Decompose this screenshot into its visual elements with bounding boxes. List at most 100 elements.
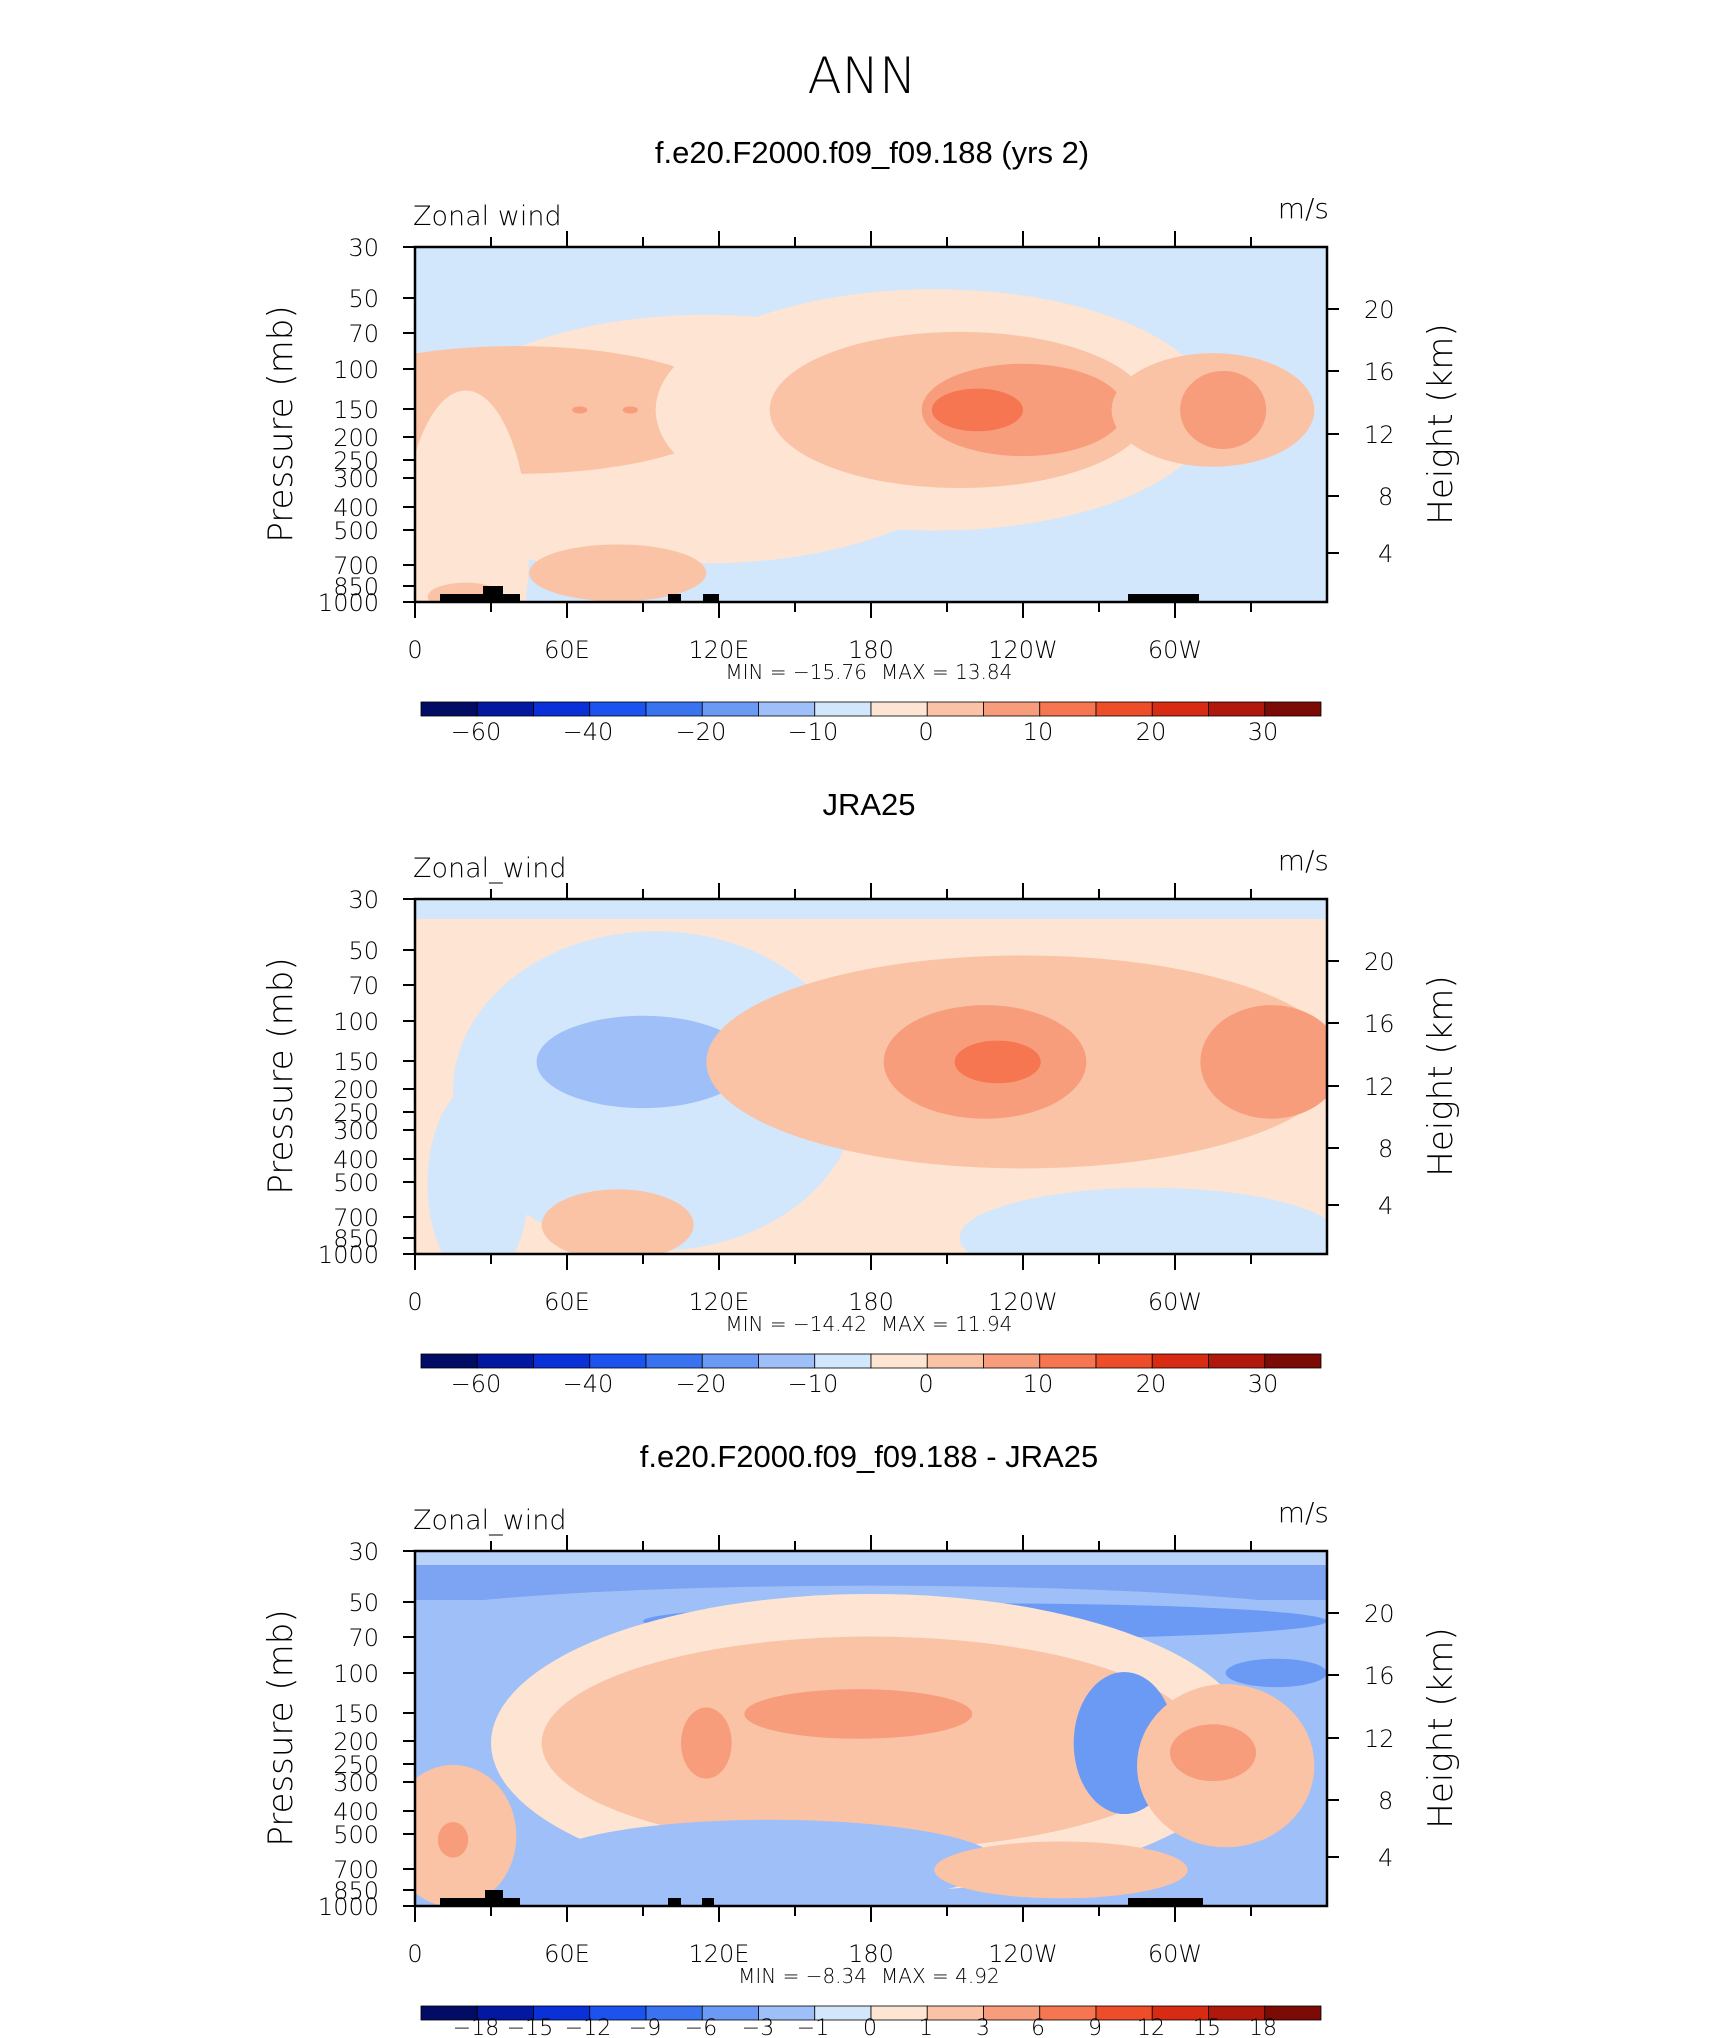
y-right-tick-label: 12 [1364,1725,1395,1753]
colorbar-label: −9 [629,2016,661,2038]
panel-difference: f.e20.F2000.f09_f09.188 - JRA25 Zonal_wi… [261,1439,1461,2038]
page-title: ANN [807,47,916,105]
y-tick-label: 700 [333,552,379,580]
y-tick-label: 70 [348,320,379,348]
colorbar-swatch [1264,701,1322,717]
colorbar-label: −20 [676,1370,727,1398]
y-tick-label: 50 [348,937,379,965]
colorbar-label: 9 [1088,2016,1102,2038]
y-tick-label: 500 [333,1821,379,1849]
colorbar-label: 20 [1136,718,1167,746]
colorbar-swatch [1208,701,1266,717]
y-axis-right: 20 16 12 8 4 Height (km) [1327,948,1461,1220]
colorbar-swatch [926,1353,984,1369]
colorbar-label: −10 [788,1370,839,1398]
units-label: m/s [1278,844,1329,877]
colorbar-swatch [1151,701,1209,717]
colorbar-swatch [701,701,759,717]
colorbar-swatch [1264,2005,1322,2021]
y-tick-label: 300 [333,1769,379,1797]
panel-title: JRA25 [822,787,915,822]
min-label: MIN = −8.34 [738,1964,867,1988]
colorbar-swatch [1208,1353,1266,1369]
x-tick-label: 0 [407,1940,422,1968]
y-right-tick-label: 16 [1364,1010,1395,1038]
y-tick-label: 500 [333,517,379,545]
y-tick-label: 70 [348,972,379,1000]
y-tick-label: 50 [348,285,379,313]
colorbar-label: −1 [797,2016,829,2038]
y-tick-label: 850 [333,1877,379,1905]
colorbar-label: 6 [1031,2016,1045,2038]
colorbar-swatch [870,1353,928,1369]
y-tick-label: 100 [333,1660,379,1688]
colorbar-swatch [983,701,1041,717]
y-axis-right: 20 16 12 8 4 Height (km) [1327,296,1461,568]
y-tick-label: 700 [333,1856,379,1884]
y-tick-label: 300 [333,1117,379,1145]
y-tick-label: 850 [333,573,379,601]
y-axis-right: 20 16 12 8 4 Height (km) [1327,1600,1461,1872]
max-label: MAX = 4.92 [881,1964,1000,1988]
x-tick-label: 120W [988,1288,1058,1316]
y-axis-left: 30 50 70 100 150 200 250 300 400 500 700… [261,234,415,617]
y-right-tick-label: 20 [1364,948,1395,976]
field-band [415,899,1327,919]
colorbar-swatch [1151,1353,1209,1369]
y-axis-left: 30 50 70 100 150 200 250 300 400 500 700… [261,1538,415,1921]
panel-reanalysis: JRA25 Zonal_wind m/s 30 50 70 100 150 20… [261,787,1461,1398]
y-right-axis-title: Height (km) [1421,975,1461,1176]
y-tick-label: 1000 [318,589,379,617]
x-tick-label: 180 [848,1288,894,1316]
variable-label: Zonal_wind [413,1505,567,1536]
colorbar-label: 18 [1249,2016,1277,2038]
panel-title: f.e20.F2000.f09_f09.188 - JRA25 [640,1439,1098,1474]
colorbar-label: −3 [742,2016,774,2038]
y-tick-label: 150 [333,396,379,424]
y-tick-label: 70 [348,1624,379,1652]
contour-region [744,1689,973,1739]
y-right-tick-label: 20 [1364,1600,1395,1628]
y-tick-label: 850 [333,1225,379,1253]
colorbar-label: 3 [976,2016,990,2038]
colorbar-swatch [814,1353,872,1369]
y-right-tick-label: 8 [1378,483,1393,511]
x-axis: 0 60E 120E 180 120W 60W MIN = −15.76 MAX… [407,231,1252,684]
contour-region [1200,1005,1327,1119]
y-right-tick-label: 20 [1364,296,1395,324]
colorbar-swatch [1264,1353,1322,1369]
topography [440,586,1199,602]
colorbar-label: 0 [918,718,933,746]
contour-region [622,406,638,414]
y-tick-label: 300 [333,465,379,493]
y-tick-label: 30 [348,234,379,262]
y-tick-label: 100 [333,1008,379,1036]
contour-region [415,390,529,602]
contour-region [931,388,1024,432]
contour-region [541,1819,998,1905]
panel-model: f.e20.F2000.f09_f09.188 (yrs 2) Zonal wi… [261,135,1461,746]
y-tick-label: 200 [333,1076,379,1104]
min-label: MIN = −14.42 [725,1312,867,1336]
contour-region [529,544,707,602]
contour-region [954,1040,1041,1084]
y-tick-label: 200 [333,1728,379,1756]
colorbar-label: −60 [451,718,502,746]
x-tick-label: 60W [1148,636,1202,664]
topography [440,1890,1203,1906]
y-right-tick-label: 8 [1378,1787,1393,1815]
y-right-tick-label: 12 [1364,1073,1395,1101]
contour-region [541,1636,1201,1850]
colorbar-swatch [926,701,984,717]
y-tick-label: 400 [333,494,379,522]
colorbar-swatch [645,1353,703,1369]
contour-region [1225,1658,1327,1688]
contour-region [427,1084,529,1254]
colorbar-label: −6 [685,2016,717,2038]
y-axis-left: 30 50 70 100 150 200 250 300 400 500 700… [261,886,415,1269]
x-tick-label: 60W [1148,1288,1202,1316]
y-tick-label: 1000 [318,1241,379,1269]
y-right-tick-label: 4 [1378,540,1393,568]
y-tick-label: 500 [333,1169,379,1197]
